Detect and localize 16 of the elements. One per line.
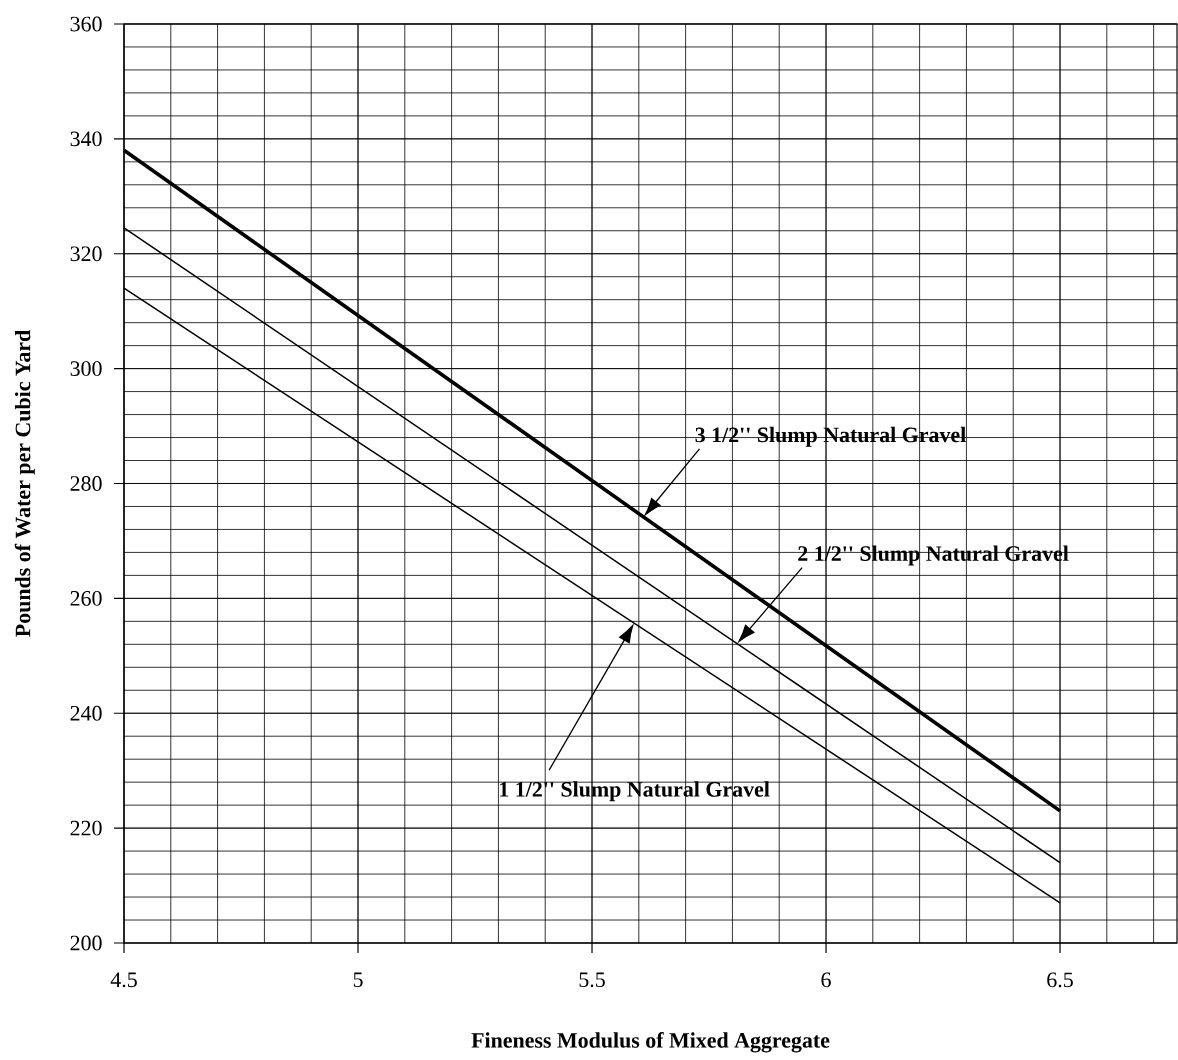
y-tick-label: 240 [70, 705, 102, 721]
x-axis-title: Fineness Modulus of Mixed Aggregate [471, 1032, 830, 1053]
y-tick-label: 340 [70, 131, 102, 147]
x-tick-label: 6.5 [1047, 972, 1073, 988]
y-tick-label: 320 [70, 246, 102, 262]
x-tick-label: 4.5 [110, 972, 137, 988]
x-tick-label: 5 [353, 972, 363, 988]
y-axis-title: Pounds of Water per Cubic Yard [14, 330, 35, 637]
x-tick-label: 6 [821, 972, 831, 988]
y-tick-label: 300 [70, 361, 102, 377]
y-tick-label: 220 [70, 820, 102, 836]
y-tick-label: 260 [70, 591, 102, 606]
y-tick-label: 360 [70, 16, 102, 32]
x-tick-label: 5.5 [579, 972, 605, 988]
y-tick-label: 280 [70, 476, 102, 492]
y-tick-label: 200 [70, 935, 102, 951]
